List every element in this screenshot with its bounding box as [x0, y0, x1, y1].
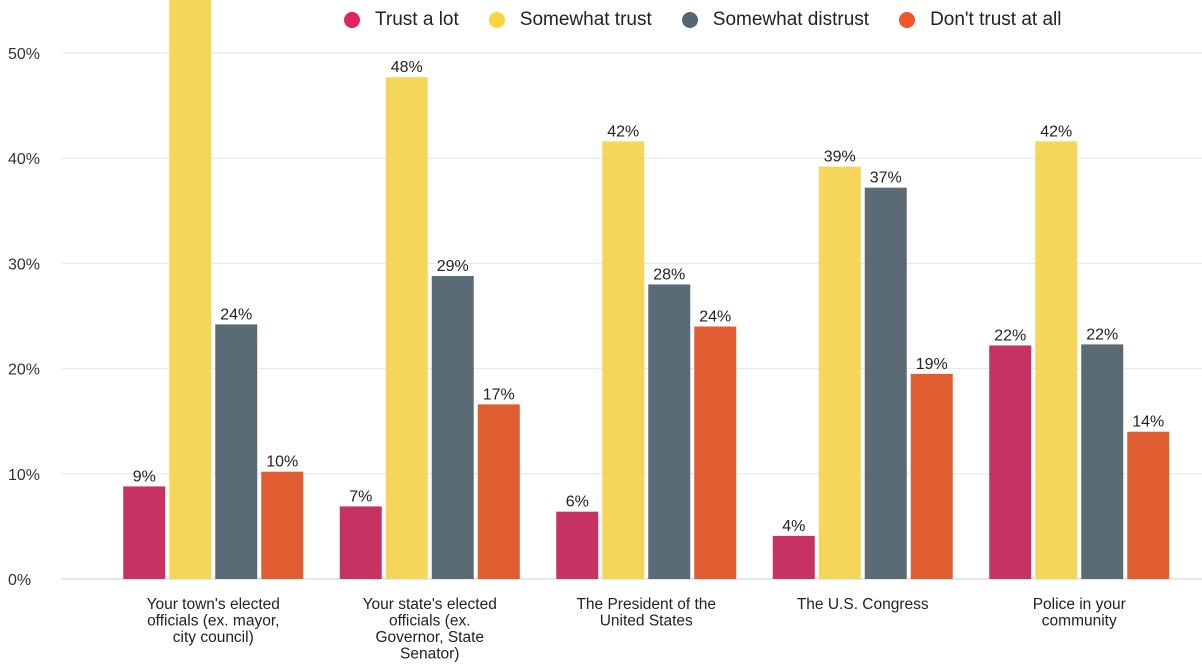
legend: Trust a lot Somewhat trust Somewhat dist…: [344, 9, 1091, 31]
bar: [556, 511, 599, 579]
legend-label: Somewhat distrust: [712, 9, 870, 30]
data-label: 4%: [782, 518, 805, 535]
x-tick-label: Your state's elected: [363, 596, 497, 613]
x-tick-label: The President of the: [576, 596, 716, 613]
bar: [602, 141, 645, 580]
bar: [431, 276, 474, 579]
bar: [169, 0, 212, 579]
bar: [772, 535, 815, 579]
y-tick-label: 40%: [8, 151, 40, 168]
data-label: 24%: [220, 306, 252, 323]
bar: [818, 166, 861, 579]
x-tick-label: officials (ex. mayor,: [147, 613, 279, 630]
data-label: 9%: [133, 468, 156, 485]
data-label: 22%: [1086, 326, 1118, 343]
bar: [989, 345, 1032, 579]
bar: [1127, 431, 1170, 579]
bar: [261, 471, 304, 579]
x-tick-label: Police in your: [1033, 596, 1126, 613]
data-label: 14%: [1132, 414, 1164, 431]
data-label: 6%: [566, 494, 589, 511]
data-label: 29%: [437, 258, 469, 275]
data-label: 19%: [916, 356, 948, 373]
x-tick-label: United States: [600, 613, 693, 630]
legend-dot-icon: [681, 12, 698, 28]
bar: [1035, 141, 1078, 580]
bar: [339, 506, 382, 579]
legend-dot-icon: [899, 12, 916, 28]
data-label: 28%: [653, 266, 685, 283]
bar: [1081, 344, 1124, 579]
x-tick-label: The U.S. Congress: [797, 596, 929, 613]
x-tick-label: city council): [173, 629, 254, 646]
bar: [123, 486, 166, 579]
bar: [215, 324, 258, 579]
legend-label: Don't trust at all: [930, 9, 1062, 30]
legend-item-dont-trust-at-all[interactable]: Don't trust at all: [899, 9, 1061, 31]
x-tick-label: community: [1042, 613, 1117, 630]
bar: [385, 77, 428, 580]
y-tick-label: 50%: [8, 46, 40, 63]
bar: [477, 404, 520, 579]
legend-label: Somewhat trust: [519, 9, 652, 30]
legend-item-trust-a-lot[interactable]: Trust a lot: [344, 9, 459, 31]
x-tick-label: officials (ex.: [389, 613, 471, 630]
data-label: 24%: [699, 309, 731, 326]
legend-dot-icon: [488, 12, 505, 28]
bar: [694, 326, 737, 579]
bar: [864, 187, 907, 579]
legend-item-somewhat-distrust[interactable]: Somewhat distrust: [681, 9, 870, 31]
legend-item-somewhat-trust[interactable]: Somewhat trust: [488, 9, 652, 31]
y-tick-label: 10%: [8, 467, 40, 484]
data-label: 39%: [824, 149, 856, 166]
legend-label: Trust a lot: [375, 9, 459, 30]
x-tick-label: Governor, State: [375, 629, 484, 646]
data-label: 42%: [1040, 123, 1072, 140]
data-label: 17%: [483, 386, 515, 403]
data-label: 37%: [870, 170, 902, 187]
legend-dot-icon: [344, 12, 360, 28]
data-label: 48%: [391, 59, 423, 76]
y-tick-label: 0%: [8, 572, 31, 589]
data-label: 42%: [607, 123, 639, 140]
data-label: 7%: [349, 488, 372, 505]
y-tick-label: 30%: [8, 256, 40, 273]
y-tick-label: 20%: [8, 362, 40, 379]
data-label: 22%: [994, 327, 1026, 344]
x-tick-label: Senator): [400, 646, 459, 663]
x-tick-label: Your town's elected: [147, 596, 280, 613]
data-label: 10%: [266, 454, 298, 471]
bar: [910, 373, 953, 579]
bar: [648, 284, 691, 579]
